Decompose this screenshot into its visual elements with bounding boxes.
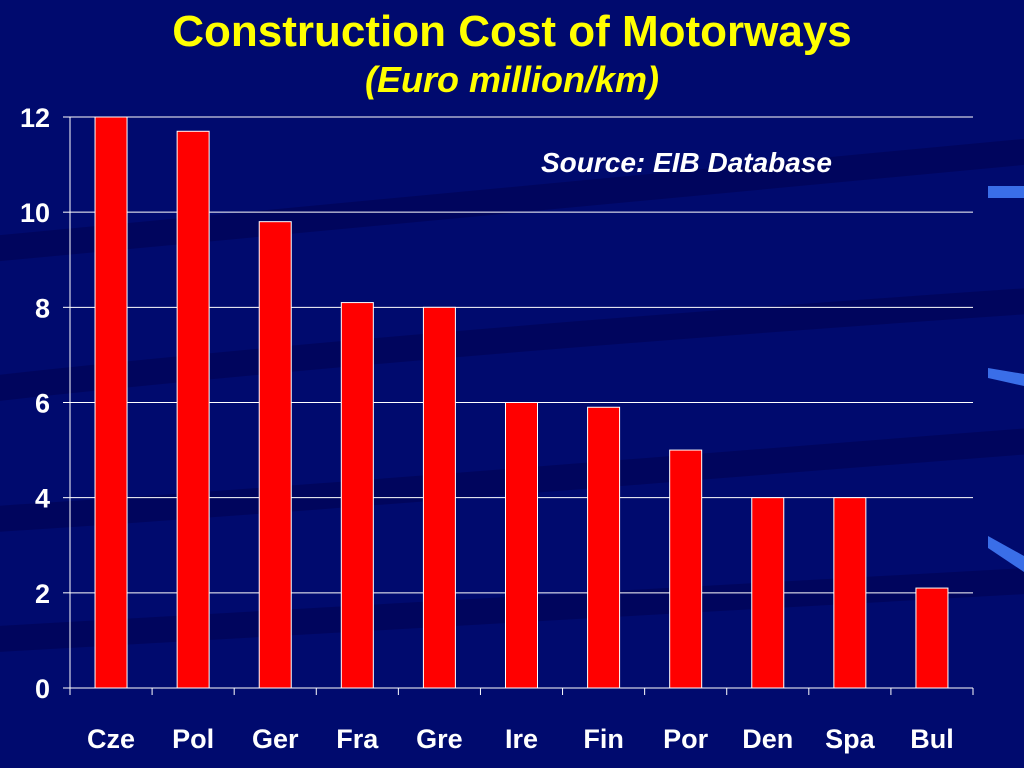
source-note: Source: EIB Database bbox=[541, 147, 832, 178]
x-tick-label: Ire bbox=[505, 724, 538, 754]
y-tick-label: 10 bbox=[20, 198, 50, 228]
x-tick-label: Cze bbox=[87, 724, 135, 754]
bar-ger bbox=[258, 221, 292, 689]
x-tick-label: Spa bbox=[825, 724, 876, 754]
accent-stripe-1 bbox=[988, 186, 1024, 198]
bar-pol bbox=[176, 130, 210, 689]
accent-stripe-3 bbox=[988, 536, 1024, 572]
x-tick-label: Fra bbox=[336, 724, 379, 754]
y-tick-label: 4 bbox=[35, 484, 50, 514]
slide-subtitle: (Euro million/km) bbox=[364, 59, 659, 100]
bar-spa bbox=[833, 497, 867, 689]
y-tick-label: 6 bbox=[35, 389, 50, 419]
bar-fra bbox=[340, 302, 374, 689]
x-tick-label: Pol bbox=[172, 724, 214, 754]
y-tick-label: 0 bbox=[35, 674, 50, 704]
slide-title: Construction Cost of Motorways bbox=[172, 7, 852, 56]
bar-den bbox=[751, 497, 785, 689]
bar-por bbox=[669, 449, 703, 689]
y-tick-label: 8 bbox=[35, 293, 50, 323]
bar-cze bbox=[94, 116, 128, 689]
bar-bul bbox=[915, 587, 949, 689]
x-tick-label: Den bbox=[742, 724, 793, 754]
bar-fin bbox=[587, 406, 621, 689]
x-tick-label: Ger bbox=[252, 724, 299, 754]
x-tick-label: Por bbox=[663, 724, 709, 754]
accent-stripe-2 bbox=[988, 368, 1024, 386]
y-tick-label: 12 bbox=[20, 103, 50, 133]
bar-gre bbox=[422, 306, 456, 689]
x-tick-label: Fin bbox=[583, 724, 624, 754]
x-tick-label: Bul bbox=[910, 724, 954, 754]
y-tick-label: 2 bbox=[35, 579, 50, 609]
x-tick-label: Gre bbox=[416, 724, 463, 754]
bar-ire bbox=[505, 402, 538, 689]
